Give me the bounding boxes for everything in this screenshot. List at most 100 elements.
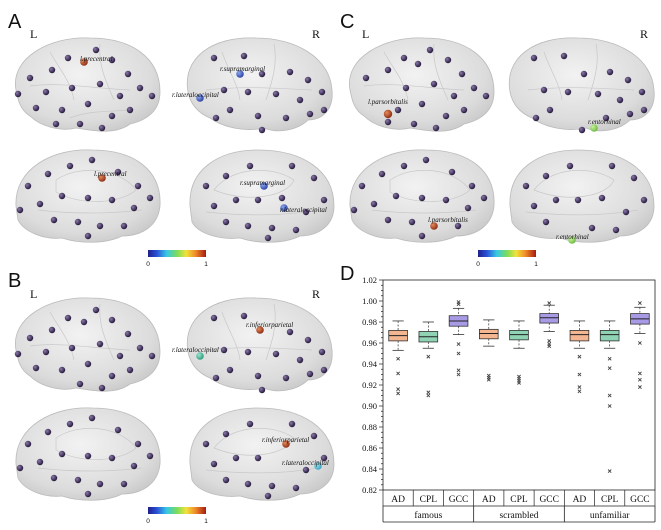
box-famous-ad xyxy=(388,320,408,396)
x-tick-label: GCC xyxy=(630,495,650,505)
brain-view xyxy=(15,297,161,392)
panel-a: A L R xyxy=(8,11,335,268)
region-label: r.entorhinal xyxy=(588,118,621,126)
outlier-point xyxy=(456,368,461,373)
box-unfamiliar-ad xyxy=(569,320,590,394)
outlier-point xyxy=(456,342,461,346)
outlier-point xyxy=(577,372,582,377)
region-label: r.supramarginal xyxy=(240,179,285,187)
x-tick-label: AD xyxy=(573,495,587,505)
x-tick-label: CPL xyxy=(601,495,619,505)
box-scrambled-ad xyxy=(479,319,499,382)
right-hemisphere-label: R xyxy=(640,27,648,41)
brain-view xyxy=(189,407,335,501)
brain-view xyxy=(186,37,333,132)
brain-view xyxy=(186,297,333,392)
brain-view xyxy=(349,37,495,132)
region-label: l.precentral xyxy=(94,170,127,178)
box-body xyxy=(539,313,559,324)
region-label: r.lateraloccipital xyxy=(172,346,219,354)
outlier-point xyxy=(486,377,491,382)
outlier-point xyxy=(607,469,612,474)
outlier-point xyxy=(396,387,401,392)
box-body xyxy=(569,329,590,342)
colorbar-min: 0 xyxy=(146,518,150,525)
y-axis: 1.02 1.00 0.98 0.96 0.94 0.92 0.90 0.88 0.86 0.84… xyxy=(362,275,383,495)
outlier-point xyxy=(396,356,401,361)
outlier-point xyxy=(426,354,431,359)
panel-d: D 1.02 1.00 0.98 0.96 0.94 0.92 0.90 0.88 0.86 0.… xyxy=(340,263,656,523)
region-label: l.precentral xyxy=(80,55,113,63)
y-tick-label: 1.02 xyxy=(362,275,377,285)
colorbar-max: 1 xyxy=(204,518,208,525)
y-tick-label: 0.94 xyxy=(362,359,378,369)
boxes xyxy=(388,300,650,474)
y-tick-label: 0.90 xyxy=(362,401,377,411)
box-scrambled-gcc xyxy=(539,301,559,349)
outlier-point xyxy=(577,385,582,390)
region-label: r.entorhinal xyxy=(556,233,589,241)
outlier-point xyxy=(426,393,431,398)
region-label: r.supramarginal xyxy=(220,65,265,73)
box-body xyxy=(509,329,529,341)
y-tick-label: 1.00 xyxy=(362,296,377,306)
outlier-point xyxy=(577,389,582,394)
outlier-point xyxy=(396,371,401,376)
outlier-point xyxy=(577,354,582,359)
outlier-point xyxy=(607,393,612,398)
left-hemisphere-label: L xyxy=(30,27,37,41)
y-tick-label: 0.84 xyxy=(362,464,378,474)
region-label: r.inferiorparietal xyxy=(262,436,309,444)
outlier-point xyxy=(607,366,612,371)
panel-letter: C xyxy=(340,11,354,33)
region-label: l.parsorbitalis xyxy=(428,216,468,224)
box-famous-gcc xyxy=(448,300,469,377)
highlighted-nodes xyxy=(383,109,598,244)
brain-view xyxy=(15,37,161,132)
y-tick-label: 0.96 xyxy=(362,338,377,348)
outlier-point xyxy=(637,301,642,306)
y-tick-label: 0.98 xyxy=(362,317,377,327)
y-tick-label: 0.92 xyxy=(362,380,377,390)
colorbar-max: 1 xyxy=(204,261,208,268)
y-tick-label: 0.88 xyxy=(362,422,377,432)
panel-c: C L R l.parsor xyxy=(340,11,655,268)
x-tick-label: GCC xyxy=(449,495,469,505)
panel-letter: D xyxy=(340,263,354,285)
y-tick-label: 0.86 xyxy=(362,443,377,453)
y-tick-label: 0.82 xyxy=(362,485,377,495)
highlighted-nodes xyxy=(196,326,322,470)
outlier-point xyxy=(426,390,431,395)
colorbar-min: 0 xyxy=(146,261,150,268)
colorbar-max: 1 xyxy=(534,261,538,268)
colorbar xyxy=(148,507,206,514)
region-label: r.lateraloccipital xyxy=(282,459,329,467)
right-hemisphere-label: R xyxy=(312,287,320,301)
x-tick-label: AD xyxy=(391,495,405,505)
outlier-point xyxy=(456,372,461,377)
region-label: r.lateraloccipital xyxy=(280,206,327,214)
box-unfamiliar-cpl xyxy=(599,320,620,474)
colorbar xyxy=(478,250,536,257)
region-label: r.lateraloccipital xyxy=(172,91,219,99)
x-tick-label: CPL xyxy=(420,495,438,505)
brain-nodes xyxy=(14,46,328,242)
group-label: unfamiliar xyxy=(590,510,630,521)
box-body xyxy=(479,328,499,340)
panel-b: B L R r.inferi xyxy=(8,270,335,525)
group-label: scrambled xyxy=(499,511,538,521)
outlier-point xyxy=(547,344,552,349)
outlier-point xyxy=(607,404,612,408)
outlier-point xyxy=(456,300,461,304)
outlier-point xyxy=(517,380,521,385)
outlier-point xyxy=(547,301,552,306)
outlier-point xyxy=(637,377,642,382)
highlighted-nodes xyxy=(80,58,288,212)
brain-nodes xyxy=(350,46,648,240)
region-label: r.inferiorparietal xyxy=(246,321,293,329)
brain-nodes xyxy=(14,306,328,500)
outlier-point xyxy=(637,371,642,376)
boxplot-chart: 1.02 1.00 0.98 0.96 0.94 0.92 0.90 0.88 0.86 0.84… xyxy=(362,275,656,523)
outlier-point xyxy=(396,391,401,396)
brain-view xyxy=(508,37,655,132)
